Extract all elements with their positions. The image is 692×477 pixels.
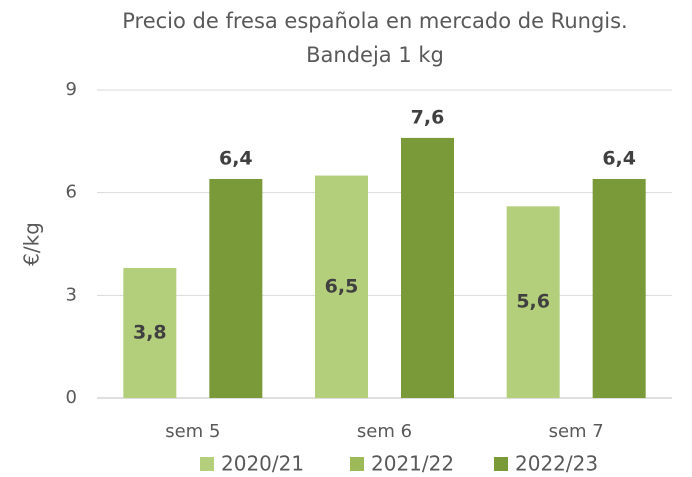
legend-label: 2021/22: [371, 452, 454, 476]
x-tick-label: sem 5: [165, 421, 220, 442]
legend-swatch: [494, 457, 508, 471]
legend-swatch: [350, 457, 364, 471]
chart-title: Precio de fresa española en mercado de R…: [122, 9, 627, 33]
legend-label: 2022/23: [515, 452, 598, 476]
value-label: 3,8: [133, 321, 167, 343]
legend-label: 2020/21: [221, 452, 304, 476]
x-tick-label: sem 7: [549, 421, 604, 442]
y-tick-label: 3: [66, 284, 77, 305]
y-tick-label: 6: [66, 182, 77, 203]
value-label: 6,4: [602, 147, 636, 169]
legend-swatch: [200, 457, 214, 471]
y-tick-label: 9: [66, 79, 77, 100]
value-label: 6,5: [325, 275, 359, 297]
bar: [592, 178, 646, 398]
y-axis-label: €/kg: [20, 222, 44, 266]
bar: [123, 267, 177, 398]
bar: [401, 137, 454, 398]
bar: [209, 178, 263, 398]
value-label: 5,6: [516, 291, 550, 313]
bar: [506, 206, 560, 398]
value-label: 7,6: [411, 106, 445, 128]
value-label: 6,4: [219, 147, 253, 169]
x-tick-label: sem 6: [357, 421, 412, 442]
y-tick-label: 0: [66, 387, 77, 408]
chart-title: Bandeja 1 kg: [306, 43, 444, 67]
bar: [315, 175, 368, 398]
